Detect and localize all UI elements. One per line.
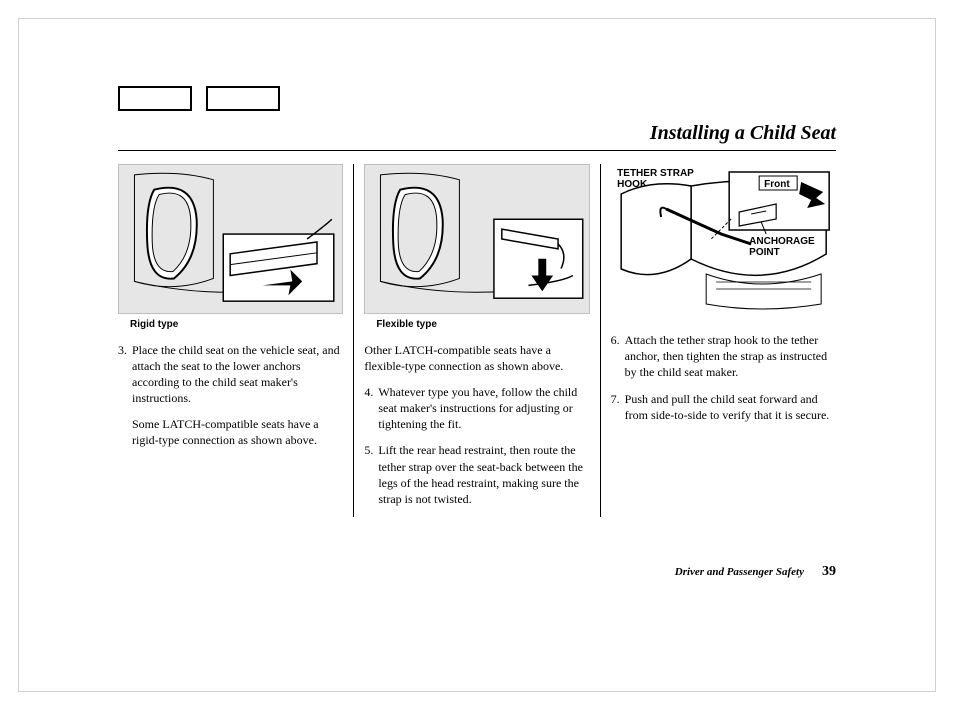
svg-text:ANCHORAGE: ANCHORAGE [749,236,815,247]
figure-flexible [364,164,589,314]
step-5: 5. Lift the rear head restraint, then ro… [364,442,589,507]
title-rule [118,150,836,151]
col2-intro: Other LATCH-compatible seats have a flex… [364,342,589,374]
step-7: 7. Push and pull the child seat forward … [611,391,836,423]
step-7-num: 7. [611,391,625,423]
column-2: Flexible type Other LATCH-compatible sea… [353,164,599,517]
step-3: 3. Place the child seat on the vehicle s… [118,342,343,459]
page-title: Installing a Child Seat [118,122,836,150]
svg-text:TETHER STRAP: TETHER STRAP [617,168,694,179]
step-4: 4. Whatever type you have, follow the ch… [364,384,589,433]
step-7-text: Push and pull the child seat forward and… [625,391,836,423]
column-1: Rigid type 3. Place the child seat on th… [118,164,353,517]
step-4-num: 4. [364,384,378,433]
step-4-text: Whatever type you have, follow the child… [378,384,589,433]
footer-section: Driver and Passenger Safety [675,566,804,578]
step-6: 6. Attach the tether strap hook to the t… [611,332,836,381]
figure-rigid-caption: Rigid type [130,318,343,332]
footer-page-number: 39 [822,564,836,579]
svg-text:Front: Front [764,179,790,190]
step-3-text-b: Some LATCH-compatible seats have a rigid… [132,416,343,448]
spacer [611,318,836,332]
step-5-text: Lift the rear head restraint, then route… [378,442,589,507]
figure-flexible-caption: Flexible type [376,318,589,332]
step-3-text-a: Place the child seat on the vehicle seat… [132,342,343,407]
content-columns: Rigid type 3. Place the child seat on th… [118,164,836,517]
figure-rigid [118,164,343,314]
page-footer: Driver and Passenger Safety 39 [118,562,836,580]
step-3-num: 3. [118,342,132,459]
nav-button-2[interactable] [206,86,280,111]
title-block: Installing a Child Seat [118,122,836,151]
column-3: TETHER STRAP HOOK Front [600,164,836,517]
step-6-num: 6. [611,332,625,381]
nav-button-1[interactable] [118,86,192,111]
figure-tether: TETHER STRAP HOOK Front [611,164,836,314]
step-5-num: 5. [364,442,378,507]
nav-button-group [118,86,280,111]
step-6-text: Attach the tether strap hook to the teth… [625,332,836,381]
svg-text:POINT: POINT [749,247,780,258]
